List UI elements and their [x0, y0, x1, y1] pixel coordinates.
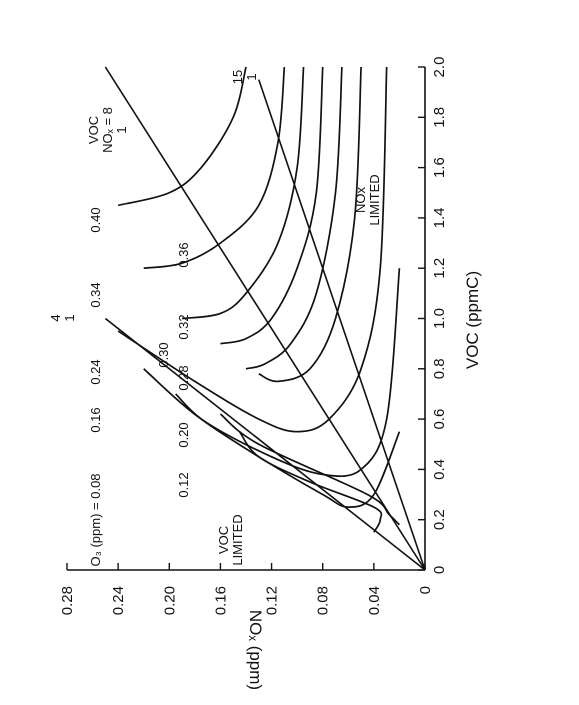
ratio-8-label-line: VOC	[86, 116, 101, 144]
nox-tick-label: 0.12	[264, 586, 281, 615]
voc-tick-label: 1.6	[431, 157, 448, 178]
isopleth-label: 0.28	[176, 365, 191, 390]
nox-limited-label-line: NOx	[353, 187, 368, 214]
voc-tick-label: 2.0	[431, 57, 448, 78]
nox-tick-label: 0.04	[366, 586, 383, 615]
isopleth-label: 0.40	[88, 207, 103, 232]
isopleth-curve-0-40	[117, 66, 247, 207]
nox-limited-label: NOx LIMITED	[353, 174, 382, 225]
voc-tick-label: 1.8	[431, 107, 448, 128]
nox-limited-label-line: LIMITED	[367, 174, 382, 225]
ratio-15-label-line: 15	[230, 70, 245, 84]
isopleth-curve-0-08	[238, 431, 383, 533]
isopleth-curve-0-16	[175, 393, 401, 508]
isopleth-curve-0-30	[245, 66, 343, 370]
nox-tick-label: 0.20	[161, 586, 178, 615]
isopleth-label: 0.32	[176, 314, 191, 339]
ratio-line-4-1	[104, 317, 426, 571]
isopleth-curve-0-20	[143, 268, 401, 478]
ratio-15-label-line: 1	[244, 73, 259, 80]
voc-tick-label: 0	[431, 566, 448, 574]
voc-tick-label: 1.2	[431, 258, 448, 279]
isopleth-label: 0.24	[88, 359, 103, 384]
isopleth-label: O₃ (ppm) = 0.08	[88, 473, 103, 566]
isopleth-label: 0.36	[176, 242, 191, 267]
voc-limited-label-line: VOC	[216, 526, 231, 554]
nox-tick-label: 0	[417, 586, 434, 594]
axes-layer: 0 0.2 0.4 0.6 0.8 1.0 1.2 1.4 1.6 1.8 2.0 0 0.04 0.08…	[59, 57, 482, 691]
isopleth-curve-0-36	[143, 66, 286, 270]
isopleth-curve-0-12	[219, 413, 401, 526]
ratio-8-label-line: 1	[114, 126, 129, 133]
voc-limited-label: VOC LIMITED	[216, 514, 245, 565]
isopleth-label: 0.34	[88, 282, 103, 307]
isopleth-curve-0-28	[258, 66, 362, 383]
ratio-lines-layer	[104, 66, 426, 571]
voc-limited-label-line: LIMITED	[230, 514, 245, 565]
ratio-line-15-1	[258, 79, 426, 571]
labels-layer: O₃ (ppm) = 0.08 0.12 0.16 0.20 0.24 0.28 0.30 0…	[48, 70, 382, 567]
isopleth-label: 0.20	[176, 422, 191, 447]
voc-tick-label: 0.8	[431, 358, 448, 379]
ratio-15-label: 15 1	[230, 70, 259, 84]
ratio-8-label-line: NOₓ = 8	[100, 107, 115, 153]
isopleth-curve-0-24	[117, 66, 388, 433]
voc-tick-label: 0.2	[431, 509, 448, 530]
nox-tick-label: 0.28	[59, 586, 76, 615]
isopleth-curves-layer	[117, 66, 401, 533]
voc-tick-label: 0.6	[431, 409, 448, 430]
voc-tick-label: 1.4	[431, 207, 448, 228]
isopleth-label: 0.16	[88, 407, 103, 432]
isopleth-curve-0-32	[220, 66, 324, 345]
isopleth-curve-0-34	[181, 66, 305, 320]
x-axis-title: VOC (ppmC)	[463, 271, 482, 369]
ratio-line-8-1	[104, 66, 426, 571]
voc-tick-label: 1.0	[431, 308, 448, 329]
nox-tick-label: 0.24	[110, 586, 127, 615]
y-axis-title: NOₓ (ppm)	[246, 610, 265, 690]
nox-tick-label: 0.16	[212, 586, 229, 615]
voc-tick-label: 0.4	[431, 459, 448, 480]
ratio-4-label-line: 1	[62, 314, 77, 321]
isopleth-label: 0.30	[156, 342, 171, 367]
nox-tick-label: 0.08	[315, 586, 332, 615]
isopleth-label: 0.12	[176, 472, 191, 497]
ratio-4-label-line: 4	[48, 314, 63, 321]
